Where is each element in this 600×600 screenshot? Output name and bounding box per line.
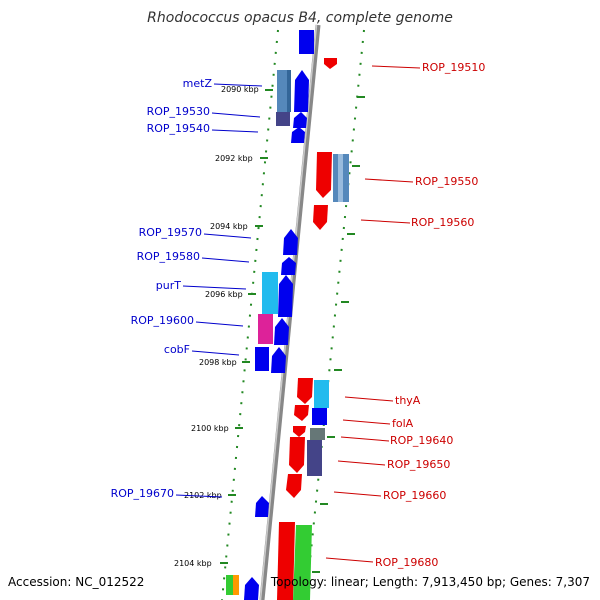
- right-rail: [305, 29, 365, 600]
- reverse-genes: [277, 58, 337, 600]
- gene-label[interactable]: ROP_19540: [147, 122, 210, 135]
- gene-label[interactable]: ROP_19680: [375, 556, 438, 569]
- gene-arrow[interactable]: [324, 58, 337, 69]
- scale-label: 2096 kbp: [205, 290, 243, 299]
- feature-box[interactable]: [258, 314, 273, 344]
- gene-arrow[interactable]: [293, 112, 307, 128]
- gene-label[interactable]: ROP_19530: [147, 105, 210, 118]
- feature-box[interactable]: [312, 408, 327, 425]
- gene-label[interactable]: thyA: [395, 394, 421, 407]
- gene-arrow[interactable]: [299, 30, 314, 54]
- gene-arrow[interactable]: [313, 205, 328, 230]
- feature-box[interactable]: [293, 525, 312, 600]
- scale-ticks: [220, 89, 365, 573]
- gene-label[interactable]: ROP_19670: [111, 487, 174, 500]
- gene-arrow[interactable]: [283, 229, 298, 255]
- gene-arrow[interactable]: [271, 347, 286, 373]
- gene-label[interactable]: ROP_19560: [411, 216, 474, 229]
- gene-label[interactable]: ROP_19550: [415, 175, 478, 188]
- scale-label: 2090 kbp: [221, 85, 259, 94]
- gene-label[interactable]: ROP_19640: [390, 434, 453, 447]
- gene-label[interactable]: ROP_19580: [137, 250, 200, 263]
- gene-label[interactable]: cobF: [164, 343, 190, 356]
- gene-arrow[interactable]: [297, 378, 313, 404]
- feature-box[interactable]: [307, 440, 322, 476]
- gene-arrow[interactable]: [316, 152, 332, 198]
- gene-label[interactable]: purT: [156, 279, 181, 292]
- gene-label[interactable]: ROP_19660: [383, 489, 446, 502]
- scale-label: 2104 kbp: [174, 559, 212, 568]
- gene-arrow[interactable]: [274, 318, 289, 345]
- feature-box[interactable]: [276, 112, 290, 126]
- gene-arrow[interactable]: [244, 577, 259, 600]
- feature-box[interactable]: [226, 575, 233, 595]
- feature-box[interactable]: [314, 380, 329, 408]
- scale-label: 2102 kbp: [184, 491, 222, 500]
- map-title: Rhodococcus opacus B4, complete genome: [147, 10, 453, 26]
- gene-arrow[interactable]: [294, 70, 309, 112]
- gene-label[interactable]: ROP_19600: [131, 314, 194, 327]
- gene-arrow[interactable]: [278, 275, 293, 317]
- feature-box[interactable]: [262, 272, 278, 314]
- gene-arrow[interactable]: [293, 426, 306, 437]
- scale-label: 2098 kbp: [199, 358, 237, 367]
- accession-text: Accession: NC_012522: [8, 575, 145, 589]
- gene-arrow[interactable]: [277, 522, 295, 600]
- gene-arrow[interactable]: [289, 437, 305, 473]
- gene-arrow[interactable]: [286, 474, 302, 498]
- gene-arrow[interactable]: [255, 496, 269, 517]
- forward-genes: [244, 30, 314, 600]
- gene-arrow[interactable]: [281, 257, 296, 275]
- gene-arrow[interactable]: [294, 405, 309, 421]
- scale-label: 2094 kbp: [210, 222, 248, 231]
- gene-label[interactable]: folA: [392, 417, 414, 430]
- left-rail: [221, 29, 279, 600]
- topology-text: Topology: linear; Length: 7,913,450 bp; …: [270, 575, 590, 589]
- feature-box[interactable]: [310, 428, 325, 440]
- gene-label[interactable]: ROP_19510: [422, 61, 485, 74]
- gene-arrow[interactable]: [255, 347, 269, 371]
- gene-label[interactable]: metZ: [183, 77, 213, 90]
- feature-box[interactable]: [233, 575, 239, 595]
- gene-label[interactable]: ROP_19650: [387, 458, 450, 471]
- gene-label[interactable]: ROP_19570: [139, 226, 202, 239]
- scale-label: 2100 kbp: [191, 424, 229, 433]
- gene-arrow[interactable]: [291, 127, 305, 143]
- scale-label: 2092 kbp: [215, 154, 253, 163]
